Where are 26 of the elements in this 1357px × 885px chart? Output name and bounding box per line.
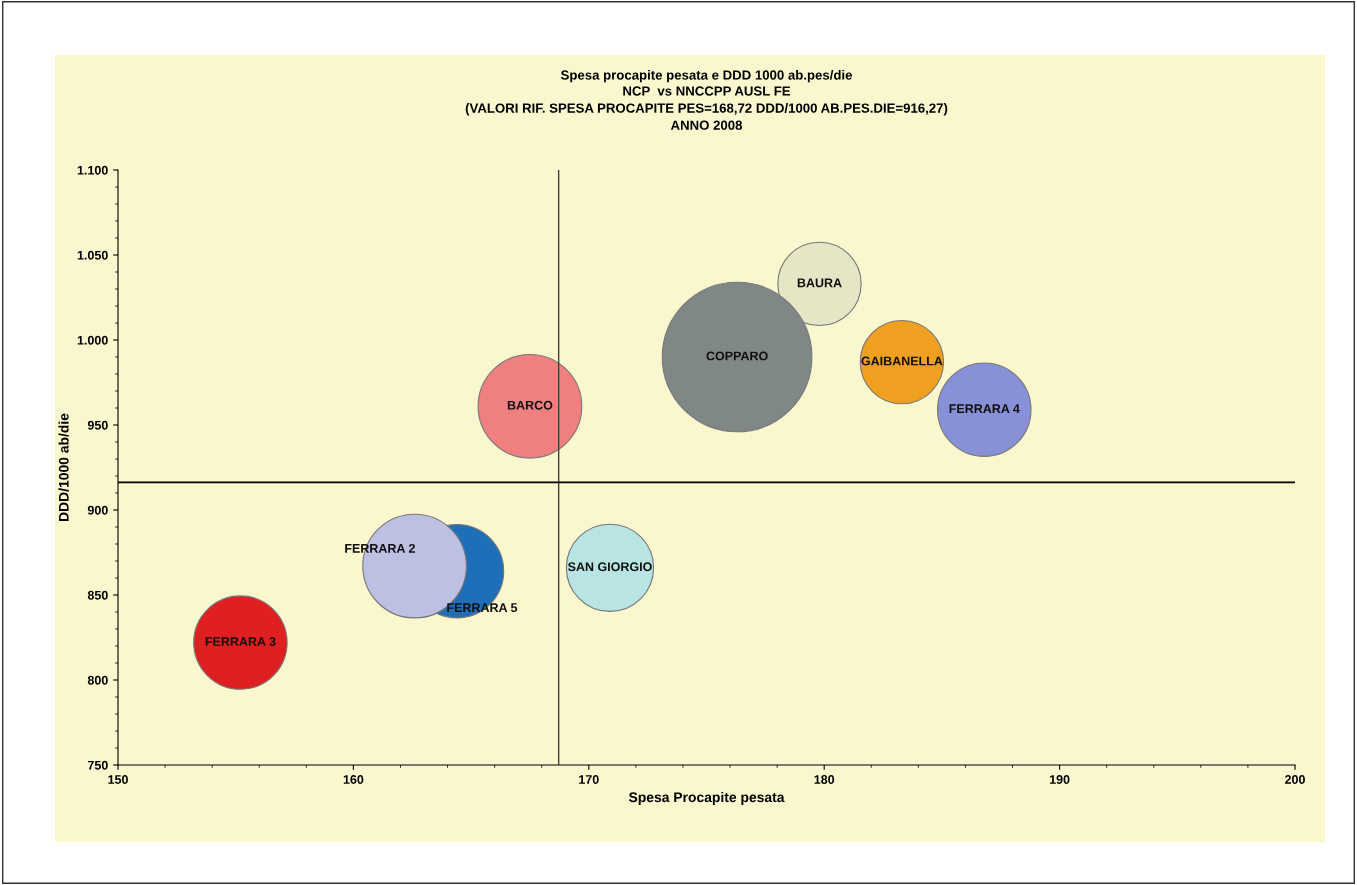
y-tick-label: 1.000 (77, 335, 108, 345)
x-tick-label: 180 (814, 775, 835, 784)
y-axis-title: DDD/1000 ab/die (58, 413, 69, 521)
x-axis-title: Spesa Procapite pesata (628, 791, 785, 805)
series-label: BAURA (797, 278, 842, 288)
x-tick-label: 160 (343, 775, 364, 784)
series-label: SAN GIORGIO (567, 562, 652, 572)
series-label: FERRARA 4 (949, 404, 1020, 413)
x-tick-label: 200 (1285, 775, 1305, 784)
y-tick-label: 850 (87, 590, 108, 600)
x-tick-label: 170 (579, 775, 599, 784)
y-tick-label: 750 (87, 760, 108, 770)
series-label: FERRARA 3 (205, 637, 276, 646)
x-tick-label: 150 (108, 775, 128, 784)
y-tick-label: 1.050 (77, 250, 108, 260)
y-tick-label: 950 (87, 420, 108, 430)
chart-title: Spesa procapite pesata e DDD 1000 ab.pes/die (560, 70, 852, 83)
y-tick-label: 800 (87, 675, 108, 685)
series-label: GAIBANELLA (861, 356, 943, 366)
series-label: COPPARO (706, 351, 768, 361)
series-label: FERRARA 2 (345, 543, 415, 553)
y-tick-label: 900 (87, 505, 108, 515)
series-label: BARCO (507, 400, 553, 410)
x-tick-label: 190 (1049, 775, 1070, 784)
y-tick-label: 1.100 (77, 165, 108, 175)
chart-subtitle: NCP vs NNCCPP AUSL FE (VALORI RIF. SPESA PROCAPITE PES=168,72 DDD/1000 AB.PES.DIE=916,27) ANNO 2008 (465, 86, 948, 130)
